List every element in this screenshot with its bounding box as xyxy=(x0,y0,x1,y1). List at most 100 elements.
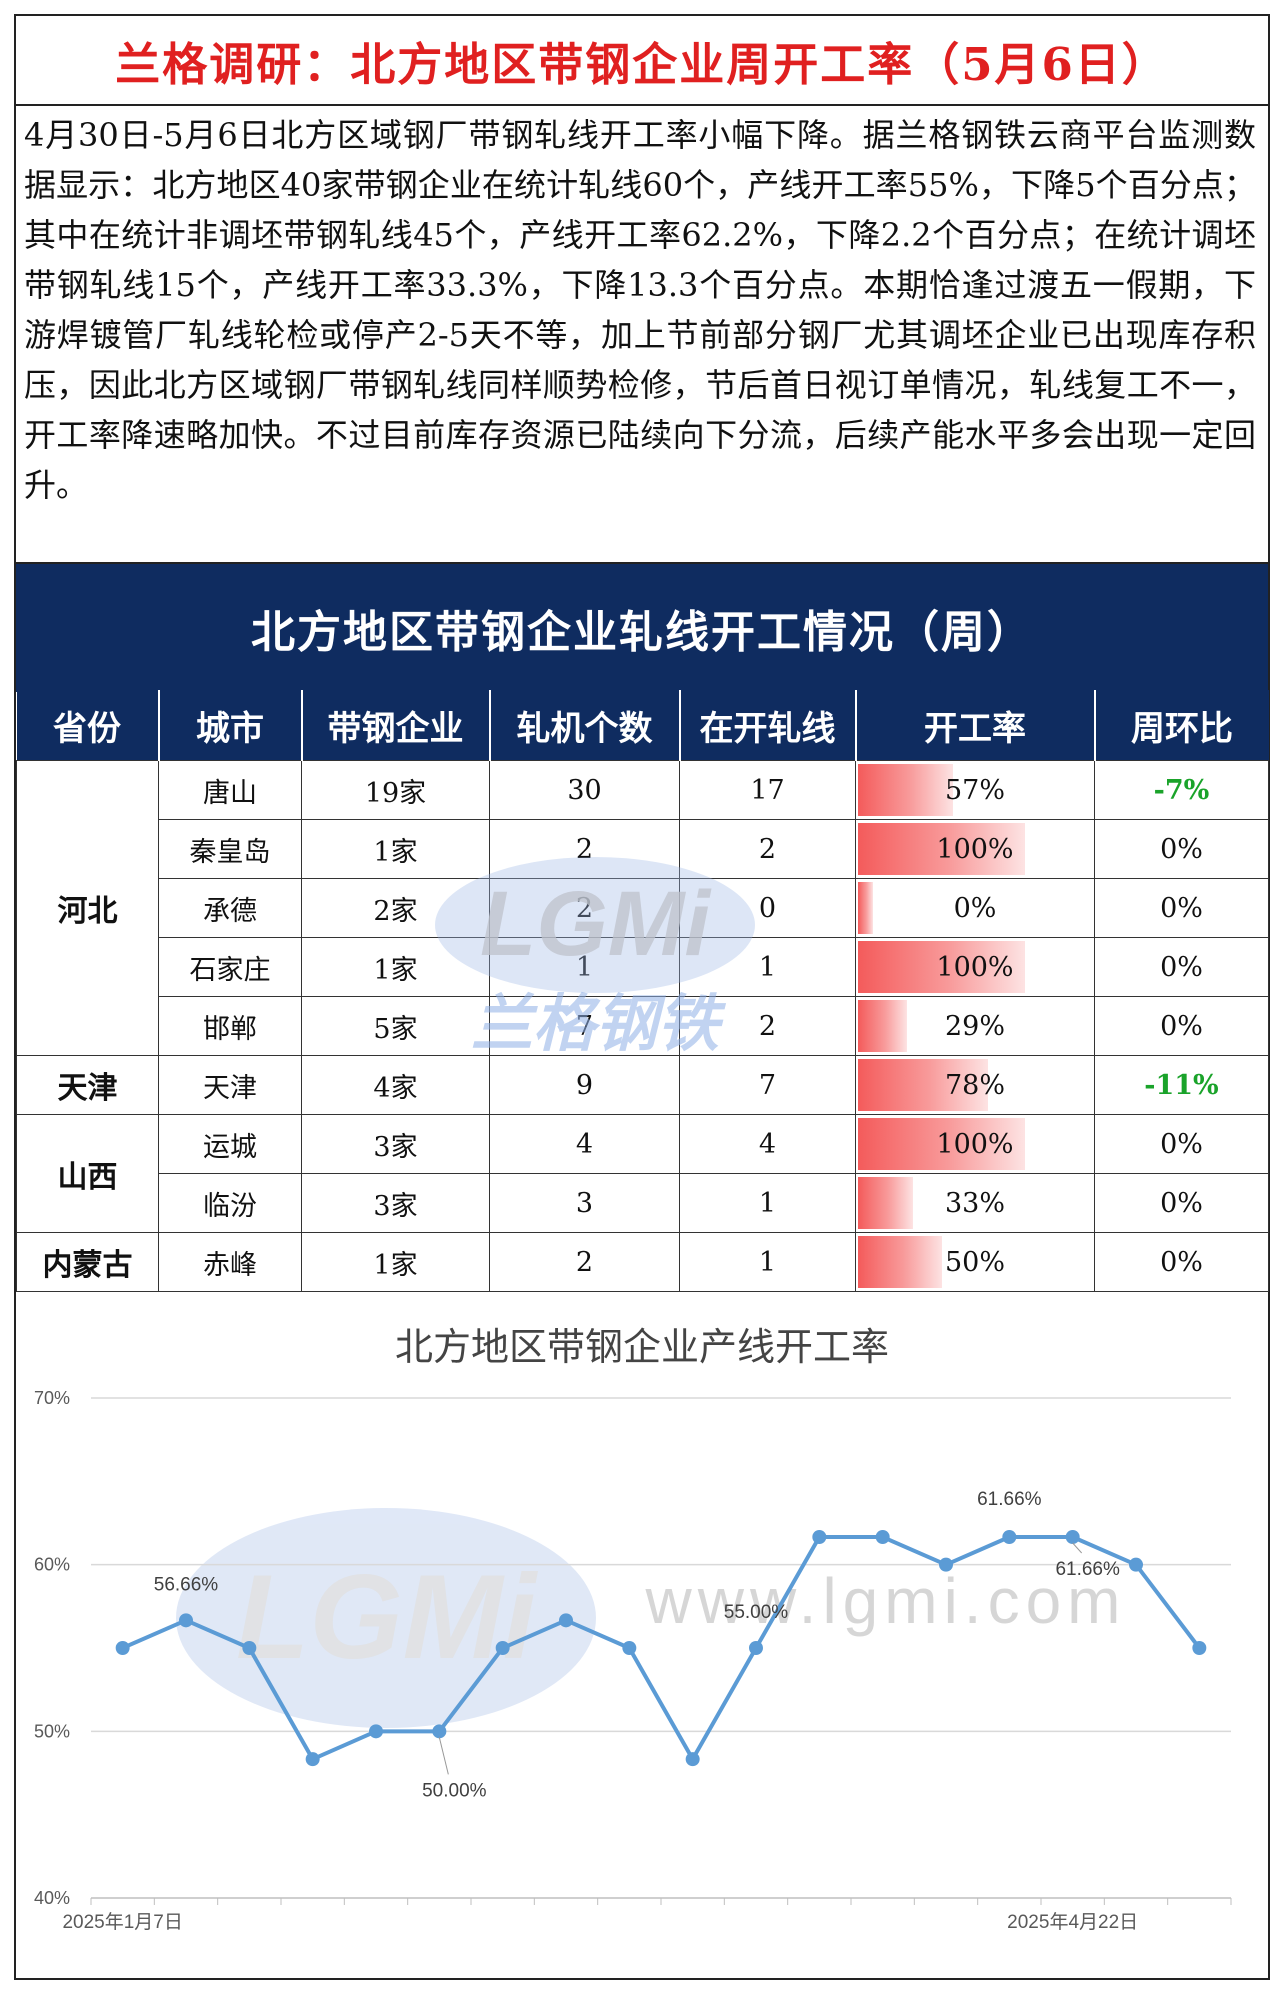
rate-value: 78% xyxy=(944,1069,1005,1101)
week-change-cell: -7% xyxy=(1094,760,1269,820)
operating-rate-table: 省份 城市 带钢企业 轧机个数 在开轧线 开工率 周环比 河北 唐山 19家 30 17 57% -7%… xyxy=(16,690,1269,1292)
page-frame xyxy=(14,14,1270,1980)
rate-bar xyxy=(858,1177,914,1229)
companies-cell: 1家 xyxy=(301,819,490,879)
data-point xyxy=(1065,1530,1080,1544)
mills-cell: 7 xyxy=(489,996,680,1056)
rate-bar xyxy=(858,1059,989,1111)
rate-cell: 0% xyxy=(855,878,1095,938)
y-tick-label: 70% xyxy=(34,1388,70,1408)
data-label-leader xyxy=(1072,1542,1083,1554)
rate-value: 100% xyxy=(936,833,1014,865)
column-header: 城市 xyxy=(158,690,303,761)
rate-value: 0% xyxy=(953,892,997,924)
companies-cell: 1家 xyxy=(301,937,490,997)
open-lines-cell: 2 xyxy=(679,996,856,1056)
rate-value: 50% xyxy=(944,1246,1005,1278)
column-header: 开工率 xyxy=(855,690,1096,761)
data-point xyxy=(432,1724,447,1739)
mills-cell: 2 xyxy=(489,819,680,879)
column-header: 在开轧线 xyxy=(679,690,857,761)
week-change-cell: 0% xyxy=(1094,878,1269,938)
open-lines-cell: 17 xyxy=(679,760,856,820)
companies-cell: 3家 xyxy=(301,1114,490,1174)
y-tick-label: 50% xyxy=(34,1721,70,1741)
summary-paragraph: 4月30日-5月6日北方区域钢厂带钢轧线开工率小幅下降。据兰格钢铁云商平台监测数… xyxy=(24,116,1256,504)
rate-value: 57% xyxy=(944,774,1005,806)
city-cell: 赤峰 xyxy=(158,1232,302,1292)
table-row: 石家庄 1家 1 1 100% 0% xyxy=(17,937,1269,997)
week-change-cell: -11% xyxy=(1094,1055,1269,1115)
open-lines-cell: 2 xyxy=(679,819,856,879)
series-line xyxy=(121,1535,1201,1762)
rate-cell: 100% xyxy=(855,937,1095,997)
rate-value: 29% xyxy=(944,1010,1005,1042)
city-cell: 天津 xyxy=(158,1055,302,1115)
page-title: 兰格调研：北方地区带钢企业周开工率（5月6日） xyxy=(16,16,1268,106)
table-row: 秦皇岛 1家 2 2 100% 0% xyxy=(17,819,1269,879)
open-lines-cell: 1 xyxy=(679,1232,856,1292)
data-point xyxy=(1192,1641,1207,1655)
chart-title: 北方地区带钢企业产线开工率 xyxy=(394,1325,889,1369)
data-label: 50.00% xyxy=(422,1780,487,1801)
rate-cell: 100% xyxy=(855,819,1095,879)
table-row: 承德 2家 2 0 0% 0% xyxy=(17,878,1269,938)
city-cell: 唐山 xyxy=(158,760,302,820)
line-chart: LGMi www.lgmi.com 40% 50% 60% 70% 2025年1月7日 2… xyxy=(34,1388,1232,1933)
city-cell: 运城 xyxy=(158,1114,302,1174)
table-row: 临汾 3家 3 1 33% 0% xyxy=(17,1173,1269,1233)
city-cell: 秦皇岛 xyxy=(158,819,302,879)
rate-bar xyxy=(858,1118,1026,1170)
city-cell: 邯郸 xyxy=(158,996,302,1056)
city-cell: 石家庄 xyxy=(158,937,302,997)
data-label: 61.66% xyxy=(977,1489,1042,1510)
rate-cell: 57% xyxy=(855,760,1095,820)
open-lines-cell: 0 xyxy=(679,878,856,938)
column-header: 省份 xyxy=(16,690,160,761)
mills-cell: 3 xyxy=(489,1173,680,1233)
table-row: 天津 天津 4家 9 7 78% -11% xyxy=(16,1055,1269,1115)
rate-cell: 50% xyxy=(855,1232,1095,1292)
table-row: 河北 唐山 19家 30 17 57% -7% xyxy=(16,760,1269,1056)
data-point xyxy=(559,1613,573,1628)
table-row: 山西 运城 3家 4 4 100% 0% xyxy=(16,1114,1269,1233)
rate-cell: 78% xyxy=(855,1055,1095,1115)
line-chart-panel: 北方地区带钢企业产线开工率 LGMi www.lgmi.com 40% 50% 60… xyxy=(16,1298,1268,1978)
data-point xyxy=(242,1641,257,1655)
rate-bar xyxy=(858,941,1026,993)
rate-bar xyxy=(858,882,874,934)
table-header-row: 省份 城市 带钢企业 轧机个数 在开轧线 开工率 周环比 xyxy=(16,690,1269,761)
data-point xyxy=(749,1641,763,1655)
week-change-cell: 0% xyxy=(1094,1114,1269,1174)
rate-bar xyxy=(858,823,1026,875)
data-label: 55.00% xyxy=(724,1602,789,1623)
mills-cell: 1 xyxy=(489,937,680,997)
companies-cell: 5家 xyxy=(301,996,490,1056)
data-point xyxy=(939,1557,953,1572)
week-change-cell: 0% xyxy=(1094,1232,1269,1292)
mills-cell: 9 xyxy=(489,1055,680,1115)
rate-cell: 100% xyxy=(855,1114,1095,1174)
data-point xyxy=(622,1641,637,1655)
companies-cell: 19家 xyxy=(301,760,490,820)
column-header: 周环比 xyxy=(1094,690,1269,761)
data-label: 61.66% xyxy=(1055,1559,1120,1580)
column-header: 带钢企业 xyxy=(301,690,491,761)
rate-bar xyxy=(858,764,954,816)
city-cell: 临汾 xyxy=(158,1173,302,1233)
data-point xyxy=(1129,1557,1143,1572)
week-change-cell: 0% xyxy=(1094,819,1269,879)
data-point xyxy=(812,1530,827,1544)
lgmi-watermark-chart: LGMi www.lgmi.com xyxy=(176,1508,1120,1728)
data-label: 56.66% xyxy=(154,1574,219,1595)
data-point xyxy=(495,1641,510,1655)
province-cell: 天津 xyxy=(16,1055,159,1115)
table-title: 北方地区带钢企业轧线开工情况（周） xyxy=(16,562,1268,692)
city-cell: 承德 xyxy=(158,878,302,938)
province-cell: 山西 xyxy=(16,1114,159,1233)
week-change-cell: 0% xyxy=(1094,937,1269,997)
table-row: 内蒙古 赤峰 1家 2 1 50% 0% xyxy=(16,1232,1269,1292)
rate-value: 100% xyxy=(936,1128,1014,1160)
week-change-cell: 0% xyxy=(1094,1173,1269,1233)
rate-cell: 29% xyxy=(855,996,1095,1056)
